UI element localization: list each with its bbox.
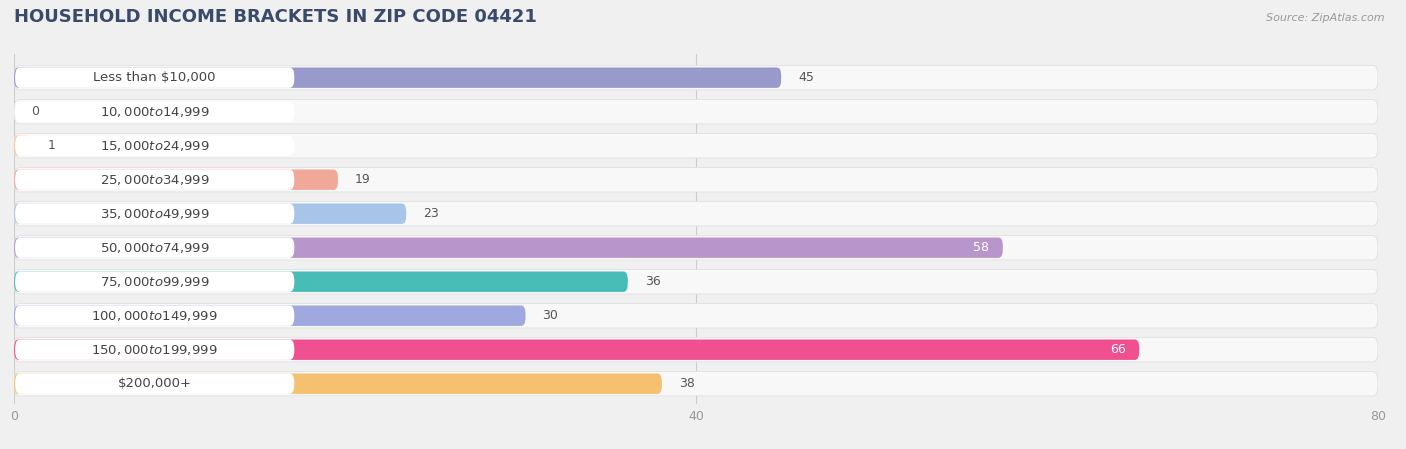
FancyBboxPatch shape [14, 269, 1378, 294]
Text: $25,000 to $34,999: $25,000 to $34,999 [100, 173, 209, 187]
FancyBboxPatch shape [14, 67, 782, 88]
Text: $35,000 to $49,999: $35,000 to $49,999 [100, 207, 209, 221]
FancyBboxPatch shape [14, 371, 1378, 396]
FancyBboxPatch shape [15, 67, 294, 88]
Text: $200,000+: $200,000+ [118, 377, 191, 390]
Text: 30: 30 [543, 309, 558, 322]
FancyBboxPatch shape [14, 99, 1378, 124]
FancyBboxPatch shape [14, 339, 1139, 360]
Text: $15,000 to $24,999: $15,000 to $24,999 [100, 139, 209, 153]
FancyBboxPatch shape [14, 272, 627, 292]
Text: $50,000 to $74,999: $50,000 to $74,999 [100, 241, 209, 255]
Text: 58: 58 [973, 241, 990, 254]
Text: HOUSEHOLD INCOME BRACKETS IN ZIP CODE 04421: HOUSEHOLD INCOME BRACKETS IN ZIP CODE 04… [14, 8, 537, 26]
Text: $75,000 to $99,999: $75,000 to $99,999 [100, 275, 209, 289]
Text: 36: 36 [645, 275, 661, 288]
Text: Less than $10,000: Less than $10,000 [93, 71, 217, 84]
FancyBboxPatch shape [14, 167, 1378, 192]
Text: Source: ZipAtlas.com: Source: ZipAtlas.com [1267, 13, 1385, 23]
FancyBboxPatch shape [15, 374, 294, 394]
FancyBboxPatch shape [15, 305, 294, 326]
FancyBboxPatch shape [15, 203, 294, 224]
FancyBboxPatch shape [14, 338, 1378, 362]
FancyBboxPatch shape [14, 235, 1378, 260]
FancyBboxPatch shape [14, 304, 1378, 328]
FancyBboxPatch shape [15, 169, 294, 190]
FancyBboxPatch shape [14, 136, 31, 156]
Text: 23: 23 [423, 207, 439, 220]
FancyBboxPatch shape [14, 305, 526, 326]
Text: $100,000 to $149,999: $100,000 to $149,999 [91, 309, 218, 323]
FancyBboxPatch shape [15, 339, 294, 360]
FancyBboxPatch shape [14, 203, 406, 224]
FancyBboxPatch shape [14, 374, 662, 394]
Text: 19: 19 [356, 173, 371, 186]
Text: 0: 0 [31, 105, 39, 118]
FancyBboxPatch shape [15, 272, 294, 292]
Text: 38: 38 [679, 377, 695, 390]
Text: 1: 1 [48, 139, 56, 152]
FancyBboxPatch shape [14, 238, 1002, 258]
FancyBboxPatch shape [14, 133, 1378, 158]
FancyBboxPatch shape [15, 136, 294, 156]
FancyBboxPatch shape [15, 101, 294, 122]
Text: 45: 45 [799, 71, 814, 84]
Text: 66: 66 [1109, 343, 1126, 356]
Text: $10,000 to $14,999: $10,000 to $14,999 [100, 105, 209, 119]
FancyBboxPatch shape [14, 202, 1378, 226]
FancyBboxPatch shape [14, 169, 337, 190]
FancyBboxPatch shape [14, 66, 1378, 90]
Text: $150,000 to $199,999: $150,000 to $199,999 [91, 343, 218, 357]
FancyBboxPatch shape [15, 238, 294, 258]
